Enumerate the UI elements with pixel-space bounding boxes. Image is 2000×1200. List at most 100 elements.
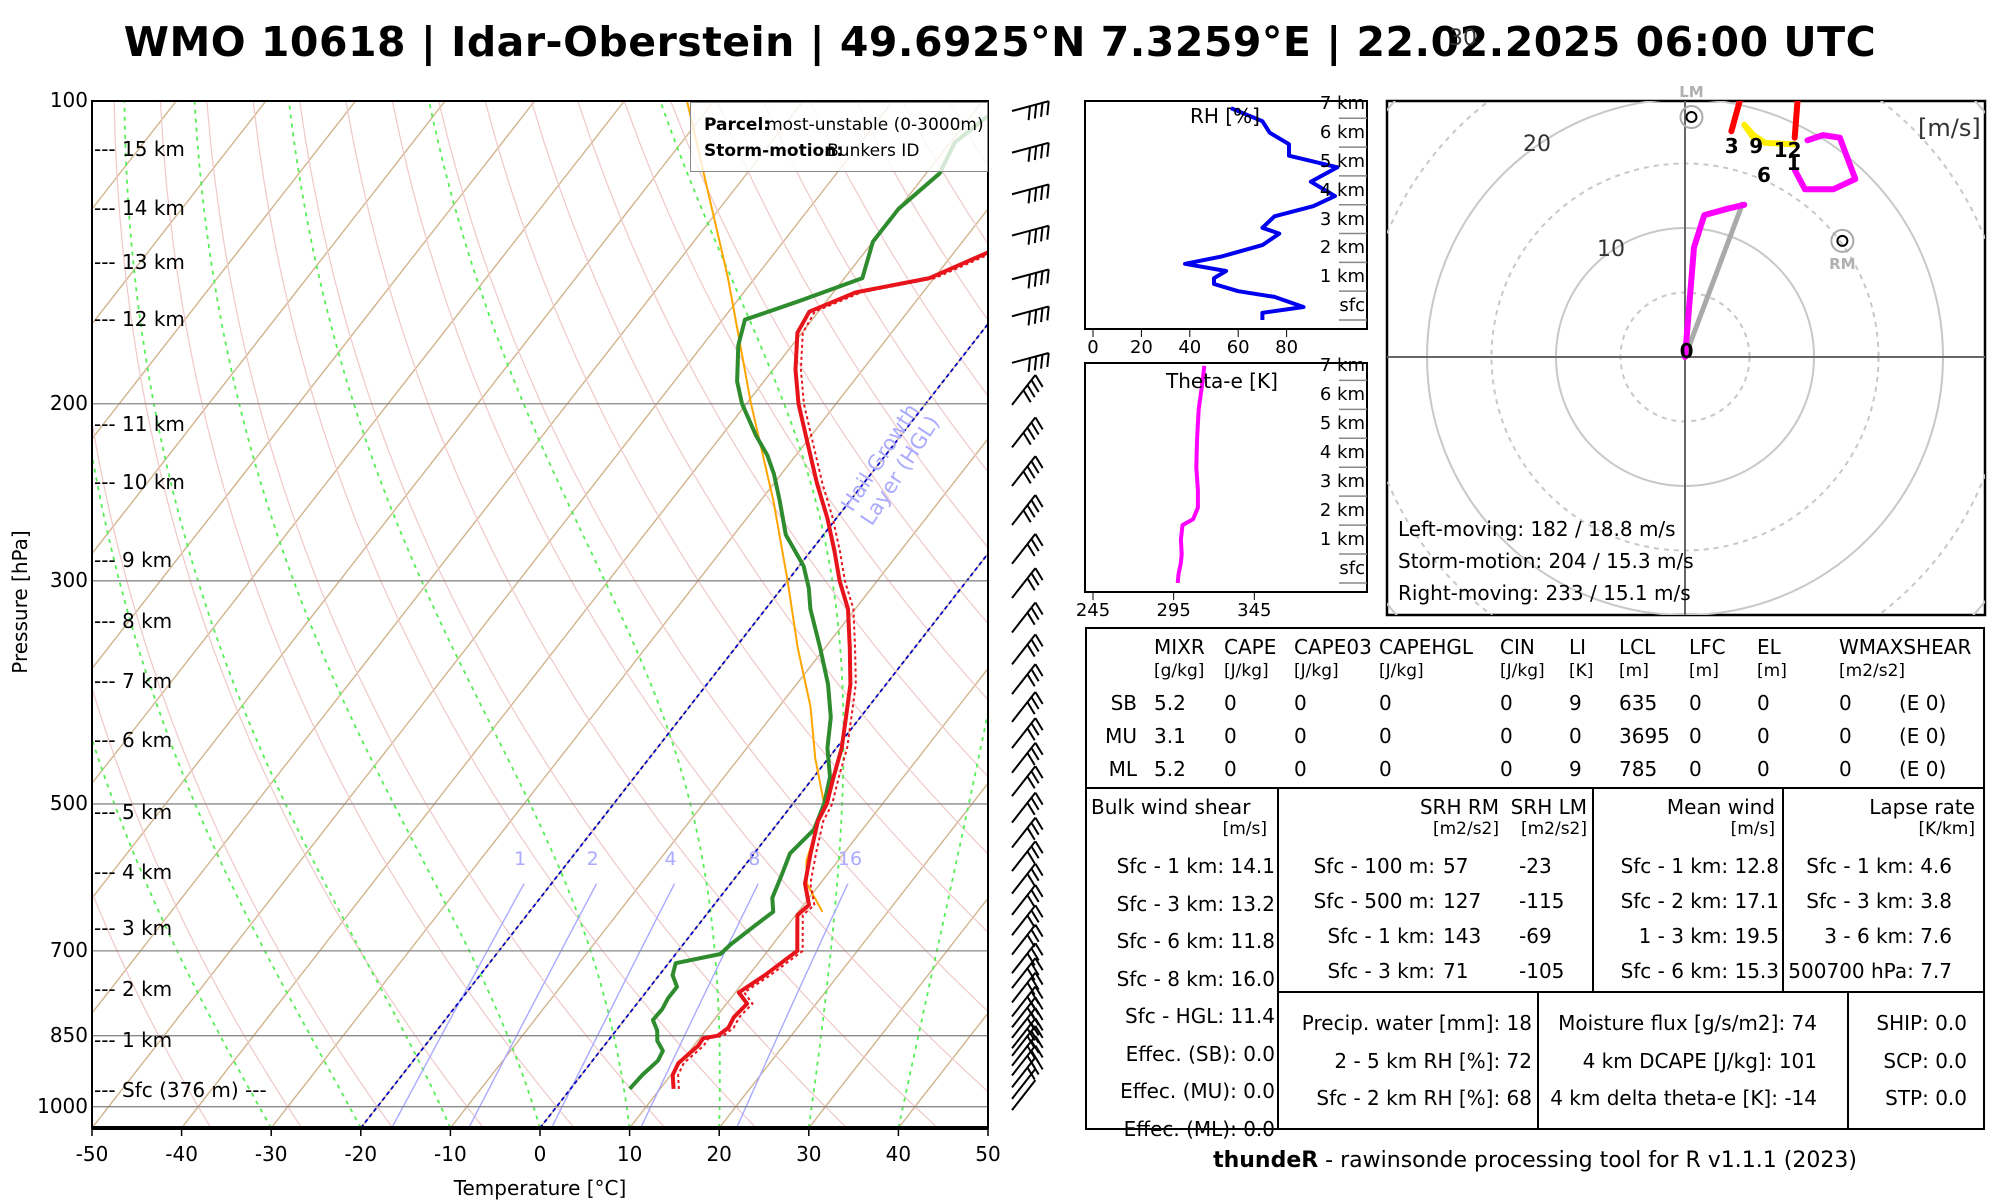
wind-barb-flag bbox=[1026, 727, 1036, 741]
dry-adiabat-line bbox=[299, 101, 848, 1128]
y-tick-label: 1000 bbox=[37, 1093, 88, 1118]
isotherm-line bbox=[897, 1011, 988, 1128]
wind-barb-flag bbox=[1034, 1017, 1044, 1031]
moist-adiabat-line bbox=[92, 736, 272, 1128]
wind-barb-flag bbox=[1022, 432, 1032, 446]
wind-barb-flag bbox=[1030, 929, 1040, 943]
table-header-unit: [m] bbox=[1689, 661, 1719, 681]
y-tick-label: 100 bbox=[49, 88, 88, 112]
height-tick-label: 7 km bbox=[1319, 93, 1365, 115]
hodograph-ring-label: 10 bbox=[1597, 237, 1625, 263]
flux-row: 4 km DCAPE [J/kg]: 101 bbox=[1582, 1048, 1817, 1073]
wind-barb-flag bbox=[1026, 873, 1036, 887]
wind-barb-flag bbox=[1034, 972, 1044, 986]
wind-barb-flag bbox=[1034, 374, 1044, 388]
right-moving-text: Right-moving: 233 / 15.1 m/s bbox=[1398, 581, 1691, 605]
wind-barb-shaft bbox=[1011, 957, 1037, 989]
wind-barb-flag bbox=[1034, 884, 1044, 898]
skewt-frame bbox=[91, 100, 989, 1136]
theta-e-panel bbox=[1084, 362, 1368, 600]
height-tick-label: 4 km bbox=[1319, 179, 1365, 201]
table-header: LI bbox=[1569, 635, 1587, 659]
table-cell: 0 bbox=[1500, 724, 1513, 748]
srh-rm-value: 71 bbox=[1443, 959, 1469, 983]
table-cell: 0 bbox=[1757, 757, 1770, 781]
composite-row: SHIP: 0.0 bbox=[1876, 1011, 1967, 1035]
srh-lm-unit: [m2/s2] bbox=[1520, 819, 1587, 839]
wind-barb-flag bbox=[1046, 101, 1050, 116]
height-tick-label: 1 km bbox=[1319, 529, 1365, 551]
wind-barb-flag bbox=[1034, 1045, 1044, 1059]
table-cell: 0 bbox=[1379, 691, 1392, 715]
table-cell: 0 bbox=[1294, 691, 1307, 715]
mixing-ratio-label: 2 bbox=[586, 847, 599, 870]
table-cell: 0 bbox=[1294, 724, 1307, 748]
wind-barb-flag bbox=[1030, 1022, 1040, 1036]
storm-motion-marker bbox=[1679, 105, 1704, 130]
table-cell: 9 bbox=[1569, 757, 1582, 781]
hodograph-segment bbox=[1791, 132, 1859, 193]
table-header: CAPE03 bbox=[1294, 635, 1372, 659]
table-cell: (E 0) bbox=[1899, 691, 1947, 715]
storm-motion-label: RM bbox=[1829, 254, 1856, 273]
dry-adiabat-line bbox=[345, 101, 939, 1128]
wind-barb-shaft bbox=[1011, 792, 1037, 824]
mean-wind-row: 1 - 3 km: 19.5 bbox=[1638, 924, 1779, 948]
hgl-boundary-line bbox=[360, 322, 988, 1128]
height-tick-label: 5 km bbox=[1319, 150, 1365, 172]
wind-barb-shaft bbox=[1011, 691, 1037, 723]
height-tick-label: 4 km bbox=[1319, 442, 1365, 464]
wind-barb-flag bbox=[1022, 470, 1032, 484]
y-tick-label: 300 bbox=[49, 567, 88, 592]
flux-row: Moisture flux [g/s/m2]: 74 bbox=[1558, 1011, 1817, 1035]
wind-barb-flag bbox=[1034, 863, 1044, 877]
height-tick-label: 6 km bbox=[1319, 122, 1365, 144]
storm-motion-value: Bunkers ID bbox=[827, 141, 920, 161]
x-tick-label: 0 bbox=[533, 1142, 547, 1166]
hgl-boundary-line bbox=[539, 552, 988, 1128]
hodograph-height-label: 0 bbox=[1679, 338, 1694, 363]
wind-barb-flag bbox=[1026, 543, 1036, 557]
wind-barb-flag bbox=[1030, 572, 1040, 586]
table-cell: 0 bbox=[1224, 757, 1237, 781]
wind-barb-flag bbox=[1034, 817, 1044, 831]
x-tick-label: 60 bbox=[1226, 337, 1250, 358]
wind-barb-flag bbox=[1034, 455, 1044, 469]
table-cell: 9 bbox=[1569, 691, 1582, 715]
srh-lm-value: -23 bbox=[1519, 854, 1552, 878]
isotherm-line bbox=[92, 101, 446, 555]
bulk-shear-title: Bulk wind shear bbox=[1091, 795, 1251, 819]
srh-rm-value: 143 bbox=[1443, 924, 1482, 948]
wind-barb-flag bbox=[1033, 228, 1038, 244]
wind-barb-shaft bbox=[1011, 601, 1037, 634]
wind-barb-flag bbox=[1026, 427, 1036, 441]
wind-barb-shaft bbox=[1011, 884, 1037, 916]
table-header: LCL bbox=[1619, 635, 1656, 659]
storm-motion-dot bbox=[1836, 234, 1849, 247]
hodograph-height-label: 6 bbox=[1756, 163, 1771, 188]
srh-row-label: Sfc - 100 m: bbox=[1313, 854, 1435, 878]
wind-barb-shaft bbox=[1011, 863, 1037, 895]
wind-barb-shaft bbox=[1011, 765, 1037, 797]
wind-barb-flag bbox=[1040, 102, 1044, 117]
x-tick-label: 80 bbox=[1275, 337, 1299, 358]
hodo-unit: [m/s] bbox=[1918, 114, 1981, 142]
wind-barb-flag bbox=[1030, 638, 1040, 652]
moisture-row: Sfc - 2 km RH [%]: 68 bbox=[1316, 1086, 1532, 1110]
height-tick-label: 2 km bbox=[1319, 500, 1365, 522]
dewpoint-line bbox=[628, 113, 988, 1091]
dry-adiabat-line bbox=[670, 101, 988, 625]
wind-barb-flag bbox=[1046, 269, 1050, 284]
height-label: --- 1 km bbox=[94, 1027, 173, 1052]
table-row-label: MU bbox=[1105, 724, 1137, 748]
table-cell: 635 bbox=[1619, 691, 1658, 715]
wind-barb-flag bbox=[1034, 996, 1044, 1010]
table-cell: 0 bbox=[1757, 691, 1770, 715]
table-cell: (E 0) bbox=[1899, 757, 1947, 781]
wind-barb-flag bbox=[1030, 868, 1040, 882]
wind-barb-shaft bbox=[1011, 416, 1037, 448]
wind-barb-shaft bbox=[1011, 817, 1037, 849]
table-cell: 0 bbox=[1224, 691, 1237, 715]
storm-motion-label: Storm-motion: bbox=[704, 141, 844, 161]
table-cell: 3695 bbox=[1619, 724, 1670, 748]
